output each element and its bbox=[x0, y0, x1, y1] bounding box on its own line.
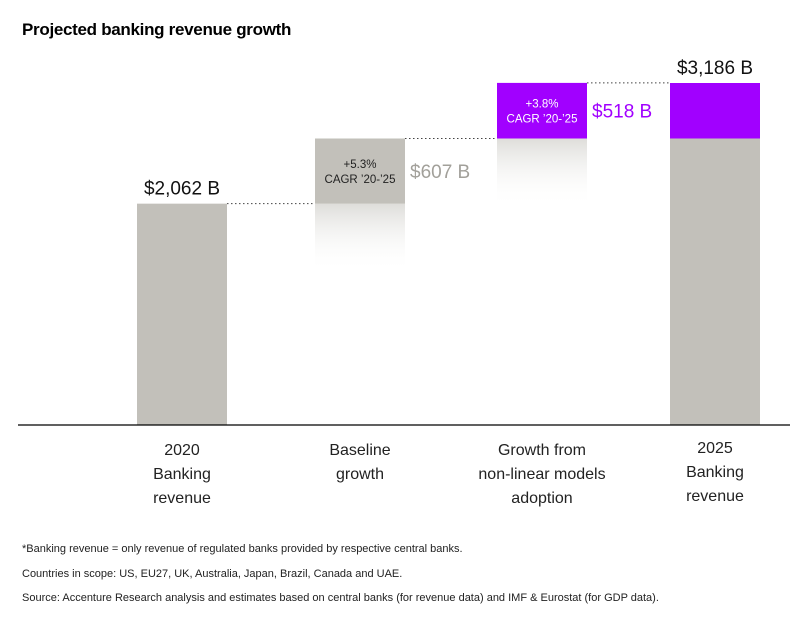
category-label-line: Banking bbox=[153, 466, 211, 483]
category-label-line: Baseline bbox=[329, 442, 391, 459]
value-label-0: $2,062 B bbox=[144, 179, 220, 200]
category-label-2: Growth from non-linear models adoption bbox=[457, 439, 627, 511]
bar-1 bbox=[315, 138, 405, 204]
category-label-line: 2020 bbox=[164, 442, 200, 459]
category-label-line: non-linear models bbox=[478, 466, 606, 483]
category-label-3: 2025 Banking revenue bbox=[630, 437, 790, 509]
category-label-line: growth bbox=[335, 466, 385, 483]
chart-title: Projected banking revenue growth bbox=[22, 20, 292, 39]
cagr-period-1: CAGR ’20-’25 bbox=[325, 174, 396, 186]
cagr-rate-2: +3.8% bbox=[526, 99, 559, 111]
waterfall-chart: $2,062 B +5.3% CAGR ’20-’25 $607 B +3.8% CAGR… bbox=[18, 58, 790, 426]
category-label-line: revenue bbox=[153, 490, 211, 507]
bar-3-highlight bbox=[670, 83, 760, 139]
category-label-0: 2020 Banking revenue bbox=[97, 439, 267, 511]
bar-fade-2 bbox=[497, 138, 587, 207]
category-label-line: revenue bbox=[686, 488, 744, 505]
footnote-definition: *Banking revenue = only revenue of regul… bbox=[22, 543, 463, 555]
footnote-scope: Countries in scope: US, EU27, UK, Austra… bbox=[22, 568, 403, 580]
cagr-period-2: CAGR ’20-’25 bbox=[507, 114, 578, 126]
value-label-1: $607 B bbox=[410, 162, 470, 183]
category-label-1: Baseline growth bbox=[275, 439, 445, 487]
category-label-line: Growth from bbox=[497, 442, 586, 459]
bar-0 bbox=[137, 203, 227, 425]
category-label-line: adoption bbox=[511, 490, 573, 507]
category-label-line: 2025 bbox=[697, 440, 733, 457]
value-label-3: $3,186 B bbox=[677, 58, 753, 79]
footnote-source: Source: Accenture Research analysis and … bbox=[22, 592, 659, 604]
value-label-2: $518 B bbox=[592, 102, 652, 123]
bar-fade-1 bbox=[315, 203, 405, 272]
bar-3 bbox=[670, 83, 760, 425]
cagr-rate-1: +5.3% bbox=[344, 159, 377, 171]
category-label-line: Banking bbox=[686, 464, 744, 481]
bar-2 bbox=[497, 82, 587, 139]
